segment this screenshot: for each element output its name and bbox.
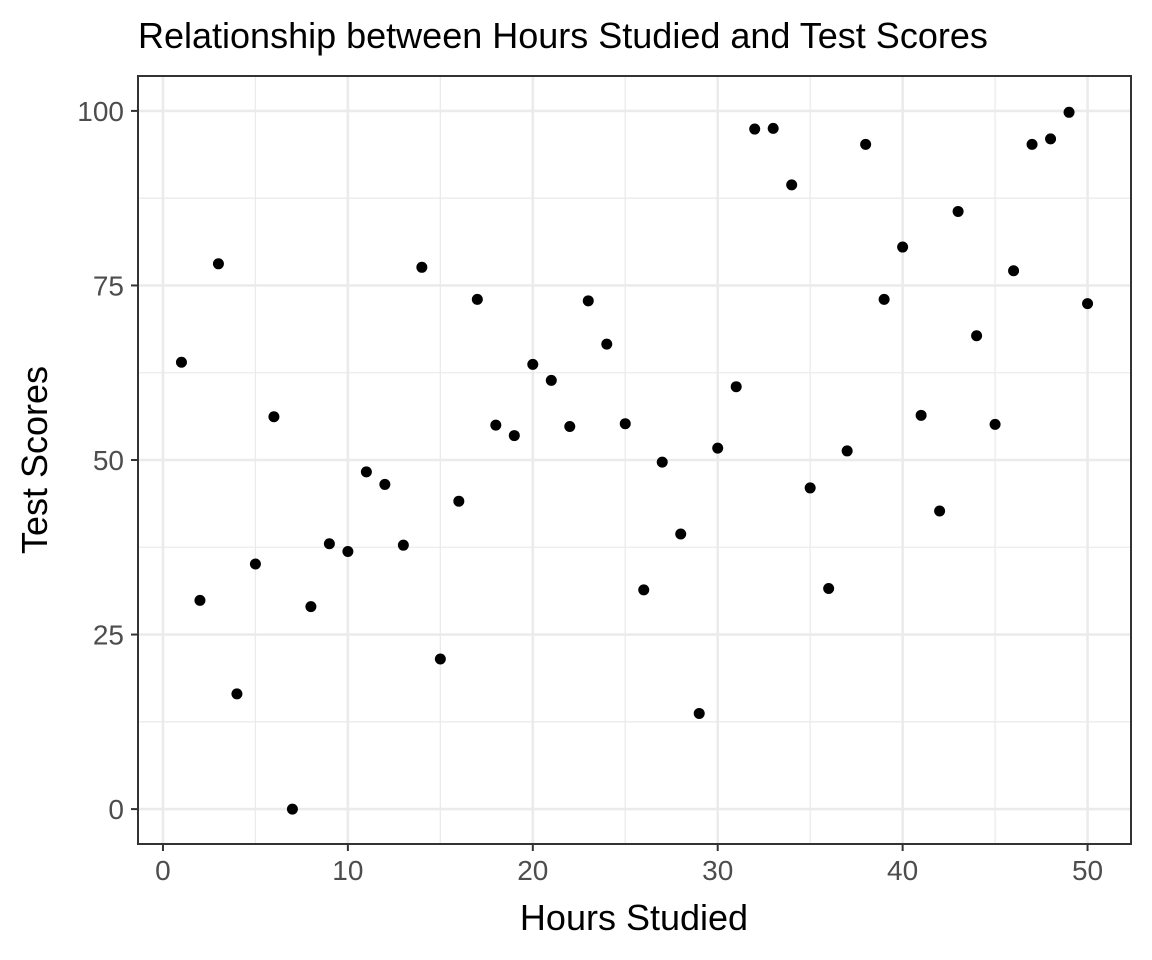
data-point xyxy=(471,293,483,305)
data-point xyxy=(934,505,946,517)
data-point xyxy=(601,338,613,350)
data-point xyxy=(1008,265,1020,277)
data-point xyxy=(915,409,927,421)
data-point xyxy=(1045,133,1057,145)
y-tick-label: 50 xyxy=(93,445,124,476)
data-point xyxy=(416,261,428,273)
y-axis-title: Test Scores xyxy=(14,366,55,554)
data-point xyxy=(638,584,650,596)
data-point xyxy=(305,601,317,613)
data-point xyxy=(231,688,243,700)
data-point xyxy=(823,582,835,594)
data-point xyxy=(693,707,705,719)
data-point xyxy=(286,803,298,815)
data-point xyxy=(1026,138,1038,150)
data-point xyxy=(989,418,1001,430)
x-tick-label: 10 xyxy=(332,855,363,886)
data-point xyxy=(268,411,280,423)
y-tick-label: 25 xyxy=(93,620,124,651)
data-point xyxy=(508,430,520,442)
data-points xyxy=(175,106,1094,815)
y-axis-ticks: 0 25 50 75 100 xyxy=(77,96,138,825)
data-point xyxy=(675,528,687,540)
y-tick-label: 75 xyxy=(93,270,124,301)
data-point xyxy=(786,179,798,191)
x-axis-title: Hours Studied xyxy=(520,897,748,938)
data-point xyxy=(712,442,724,454)
data-point xyxy=(1063,106,1075,118)
data-point xyxy=(897,241,909,253)
data-point xyxy=(545,374,557,386)
data-point xyxy=(194,594,206,606)
data-point xyxy=(952,205,964,217)
data-point xyxy=(860,138,872,150)
data-point xyxy=(527,358,539,370)
data-point xyxy=(379,478,391,490)
data-point xyxy=(397,539,409,551)
major-gridlines xyxy=(138,76,1131,844)
data-point xyxy=(453,495,465,507)
x-tick-label: 40 xyxy=(887,855,918,886)
y-tick-label: 100 xyxy=(77,96,124,127)
data-point xyxy=(360,466,372,478)
data-point xyxy=(564,420,576,432)
data-point xyxy=(582,295,594,307)
data-point xyxy=(804,482,816,494)
data-point xyxy=(490,419,502,431)
x-tick-label: 20 xyxy=(517,855,548,886)
data-point xyxy=(212,258,224,270)
x-tick-label: 30 xyxy=(702,855,733,886)
x-tick-label: 50 xyxy=(1072,855,1103,886)
data-point xyxy=(878,293,890,305)
data-point xyxy=(841,445,853,457)
chart-title: Relationship between Hours Studied and T… xyxy=(138,15,988,56)
data-point xyxy=(1082,298,1094,310)
data-point xyxy=(767,122,779,134)
x-axis-ticks: 0 10 20 30 40 50 xyxy=(155,844,1103,886)
data-point xyxy=(619,418,631,430)
data-point xyxy=(749,123,761,135)
data-point xyxy=(434,653,446,665)
x-tick-label: 0 xyxy=(155,855,171,886)
data-point xyxy=(730,381,742,393)
data-point xyxy=(323,538,335,550)
data-point xyxy=(249,558,261,570)
y-tick-label: 0 xyxy=(108,794,124,825)
data-point xyxy=(656,456,668,468)
data-point xyxy=(175,356,187,368)
data-point xyxy=(342,545,354,557)
data-point xyxy=(971,330,983,342)
